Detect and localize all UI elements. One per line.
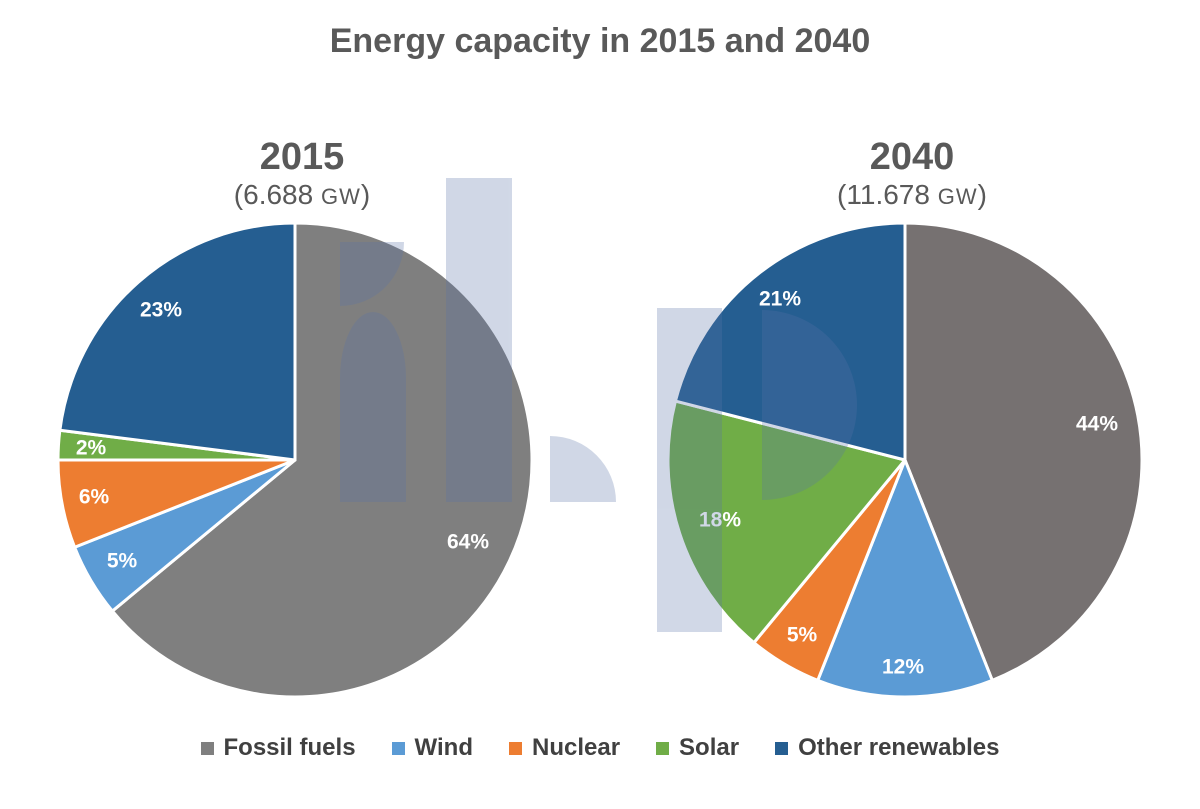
slice-2040-solar	[666, 399, 907, 645]
pie-heading-2040: 2040 (11.678 GW)	[762, 138, 1062, 211]
legend-item-solar: Solar	[656, 734, 739, 762]
legend-label-other-renewables: Other renewables	[798, 734, 1000, 761]
slice-2040-fossil-fuels	[903, 221, 1144, 682]
data-label-2015-fossil-fuels: 64%	[447, 531, 489, 554]
legend-item-fossil-fuels: Fossil fuels	[200, 734, 356, 762]
pie-total-unit-2015: GW	[320, 184, 361, 209]
data-label-2015-other-renewables: 23%	[140, 299, 182, 322]
data-label-2040-solar: 18%	[699, 509, 741, 532]
slice-2040-wind	[816, 458, 994, 699]
pie-2015: 64% 5% 6% 2% 23%	[56, 221, 534, 699]
legend-swatch-other-renewables	[775, 741, 789, 755]
legend-swatch-fossil-fuels	[200, 741, 214, 755]
slice-2015-fossil-fuels	[110, 221, 534, 699]
data-label-2015-nuclear: 6%	[79, 486, 110, 509]
legend-label-nuclear: Nuclear	[531, 734, 621, 761]
pie-total-value-2040: 11.678	[846, 179, 930, 210]
pie-total-unit-2040: GW	[937, 184, 978, 209]
pie-2040: 44% 12% 5% 18% 21%	[666, 221, 1144, 699]
legend-item-other-renewables: Other renewables	[775, 734, 999, 762]
data-label-2040-wind: 12%	[882, 656, 924, 679]
legend-label-solar: Solar	[679, 734, 740, 761]
pie-heading-2015: 2015 (6.688 GW)	[152, 138, 452, 211]
slice-2040-other-renewables	[673, 221, 907, 462]
pie-year-2040: 2040	[869, 136, 955, 178]
pie-year-2015: 2015	[259, 136, 345, 178]
legend-swatch-nuclear	[508, 741, 522, 755]
legend-item-wind: Wind	[391, 734, 473, 762]
data-label-2015-solar: 2%	[76, 437, 107, 460]
data-label-2040-fossil-fuels: 44%	[1076, 413, 1118, 436]
legend-item-nuclear: Nuclear	[508, 734, 621, 762]
data-label-2040-nuclear: 5%	[787, 624, 818, 647]
watermark	[340, 178, 857, 632]
legend-swatch-wind	[391, 741, 405, 755]
pie-total-2040: (11.678 GW)	[837, 179, 987, 210]
chart-title: Energy capacity in 2015 and 2040	[329, 22, 871, 60]
pie-total-2015: (6.688 GW)	[233, 179, 371, 210]
slice-2015-other-renewables	[58, 221, 297, 462]
data-label-2015-wind: 5%	[107, 550, 138, 573]
pie-total-value-2015: 6.688	[243, 179, 314, 210]
legend-label-fossil-fuels: Fossil fuels	[223, 734, 356, 761]
data-label-2040-other-renewables: 21%	[759, 288, 801, 311]
legend-label-wind: Wind	[414, 734, 473, 761]
legend: Fossil fuels Wind Nuclear Solar Other renewa…	[0, 734, 1200, 762]
legend-swatch-solar	[656, 741, 670, 755]
